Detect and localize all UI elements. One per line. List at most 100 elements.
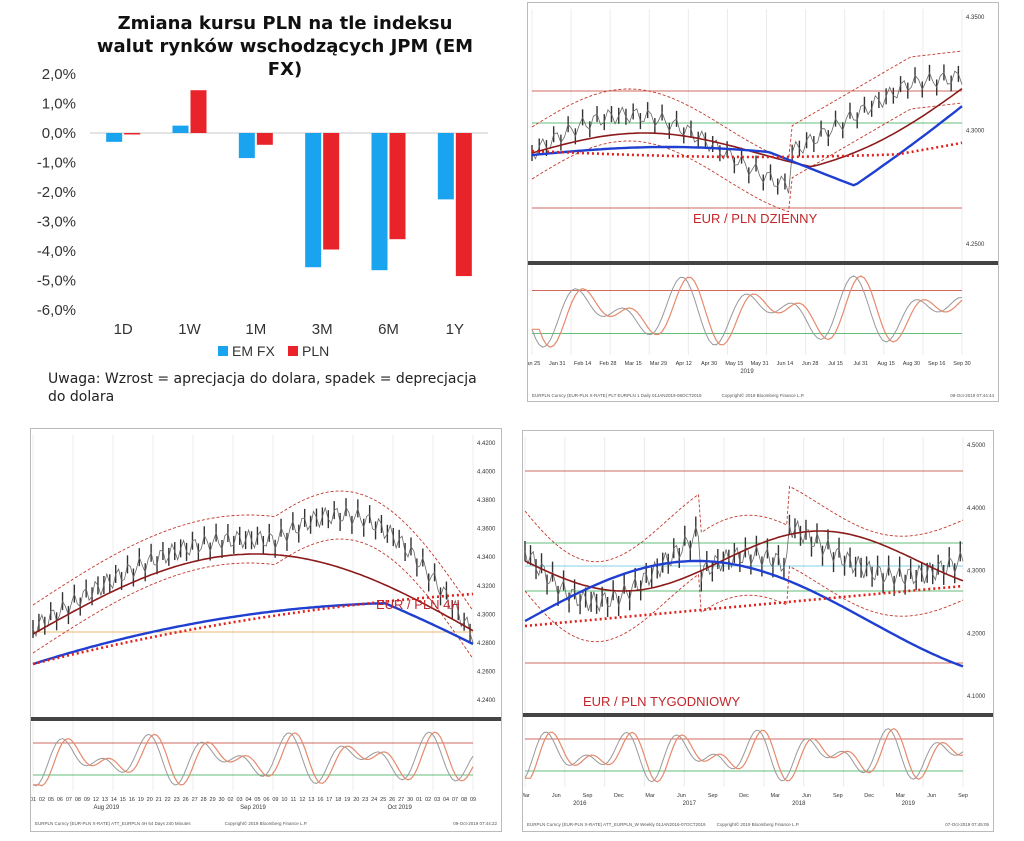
x-tick-label: 28 <box>201 797 207 803</box>
x-tick-label: 08 <box>75 797 81 803</box>
timestamp-text: 09-Oct-2019 07:44:22 <box>453 821 497 826</box>
x-tick-label: 02 <box>425 797 431 803</box>
x-tick-label: Sep 16 <box>928 361 945 367</box>
x-tick-label: 05 <box>48 797 54 803</box>
x-tick-label: 29 <box>210 797 216 803</box>
x-tick-label: Jun 14 <box>777 361 794 367</box>
x-tick-label: 08 <box>461 797 467 803</box>
moving-average-long <box>32 592 474 666</box>
y-tick-label: 4.3000 <box>966 129 985 135</box>
x-tick-label: 19 <box>138 797 144 803</box>
y-tick-label: 4.4200 <box>477 441 496 447</box>
bar-pln <box>323 133 340 250</box>
copyright-text: Copyright© 2019 Bloomberg Finance L.P. <box>717 821 800 827</box>
legend-swatch <box>218 346 228 356</box>
x-group-label: 2017 <box>683 801 697 807</box>
pane-separator <box>528 261 998 265</box>
x-tick-label: Dec <box>864 793 874 799</box>
y-tick-label: 4.3000 <box>477 612 496 618</box>
x-tick-label: 10 <box>281 797 287 803</box>
bollinger-upper <box>531 102 963 213</box>
x-tick-label: 16 <box>129 797 135 803</box>
x-tick-label: Feb 28 <box>599 361 616 367</box>
x-tick-label: 15 <box>120 797 126 803</box>
y-tick-label: 4.2400 <box>477 698 496 704</box>
x-tick-label: 21 <box>156 797 162 803</box>
oscillator-k <box>531 275 963 348</box>
x-tick-label: 25 <box>380 797 386 803</box>
y-tick-label: 4.3200 <box>477 584 496 590</box>
x-tick-label: Jun 28 <box>802 361 819 367</box>
bar-em-fx <box>305 133 322 268</box>
x-tick-label: 09 <box>272 797 278 803</box>
x-tick-label: Apr 12 <box>676 361 692 367</box>
x-tick-label: Jul 31 <box>853 361 868 367</box>
price-line <box>32 505 474 644</box>
x-tick-label: 01 <box>31 797 36 803</box>
y-tick-label: 0,0% <box>42 125 76 142</box>
x-group-label: 2018 <box>792 801 806 807</box>
y-tick-label: 4.3400 <box>477 555 496 561</box>
eurpln-4h-chart: 4.4200 4.4000 4.3800 4.3600 4.3400 4.3200 4.30… <box>30 428 502 832</box>
pane-separator <box>523 713 993 717</box>
x-tick-label: Sep <box>583 793 593 799</box>
x-tick-label: May 15 <box>725 361 743 367</box>
bollinger-lower <box>32 490 474 611</box>
x-tick-label: Dec <box>614 793 624 799</box>
x-tick-label: 12 <box>299 797 305 803</box>
x-group-label: Oct 2019 <box>387 805 412 811</box>
y-tick-label: 4.2800 <box>477 641 496 647</box>
category-label: 1Y <box>446 321 464 338</box>
x-tick-label: 13 <box>102 797 108 803</box>
x-tick-label: Jun <box>927 793 936 799</box>
x-tick-label: 07 <box>66 797 72 803</box>
timestamp-text: 07-Oct-2019 07:45:05 <box>945 822 989 827</box>
bollinger-lower <box>524 485 964 563</box>
x-tick-label: Jun <box>552 793 561 799</box>
x-tick-label: Mar <box>771 793 781 799</box>
x-tick-label: Sep 30 <box>953 361 970 367</box>
timestamp-text: 08-Oct-2019 07:44:44 <box>950 393 994 398</box>
eurpln-weekly-chart: 4.5000 4.4000 4.3000 4.2000 4.1000 Mar Jun Sep D… <box>520 430 994 832</box>
pane-separator <box>31 717 501 721</box>
y-tick-label: 4.2500 <box>966 242 985 248</box>
x-tick-label: 01 <box>416 797 422 803</box>
x-tick-label: 12 <box>93 797 99 803</box>
bar-pln <box>190 90 207 133</box>
x-group-label: 2016 <box>573 801 587 807</box>
footer-text: EURPLN Curncy (EUR-PLN X-RATE) PLT EURPL… <box>532 393 702 398</box>
x-tick-label: Jan 25 <box>528 361 540 367</box>
moving-average-long <box>524 584 964 628</box>
bar-pln <box>389 133 406 240</box>
x-tick-label: Aug 30 <box>903 361 920 367</box>
bollinger-upper <box>32 538 474 659</box>
chart-label: EUR / PLN DZIENNY <box>693 211 818 226</box>
x-tick-label: 03 <box>236 797 242 803</box>
oscillator-k <box>524 728 964 783</box>
category-label: 1W <box>178 321 201 338</box>
x-tick-label: 02 <box>227 797 233 803</box>
x-tick-label: Mar 29 <box>650 361 667 367</box>
x-tick-label: Sep <box>958 793 968 799</box>
y-tick-label: 2,0% <box>42 66 76 83</box>
x-tick-label: Jun <box>802 793 811 799</box>
x-tick-label: Apr 30 <box>701 361 717 367</box>
x-tick-label: 11 <box>291 797 297 803</box>
legend-swatch <box>288 346 298 356</box>
x-tick-label: Sep <box>833 793 843 799</box>
bar-chart-canvas: 2,0% 1,0% 0,0% -1,0% -2,0% -3,0% -4,0% -5,0% -6,… <box>37 66 488 359</box>
y-tick-label: 4.2000 <box>967 631 986 637</box>
x-tick-label: 18 <box>335 797 341 803</box>
y-tick-label: 4.3000 <box>967 569 986 575</box>
x-group-label: Sep 2019 <box>240 805 266 811</box>
oscillator-d <box>532 275 963 348</box>
em-fx-bar-chart: Zmiana kursu PLN na tle indeksu walut ry… <box>0 0 512 410</box>
x-tick-label: 06 <box>263 797 269 803</box>
x-tick-label: Mar 15 <box>625 361 642 367</box>
y-tick-label: 4.2600 <box>477 669 496 675</box>
x-tick-label: 19 <box>344 797 350 803</box>
daily-chart-canvas: 4.3500 4.3000 4.2500 Jan 25 Jan 31 Feb 14 Feb … <box>524 9 998 398</box>
x-tick-label: 22 <box>165 797 171 803</box>
bar-em-fx <box>238 133 255 159</box>
moving-average-short <box>524 530 964 592</box>
